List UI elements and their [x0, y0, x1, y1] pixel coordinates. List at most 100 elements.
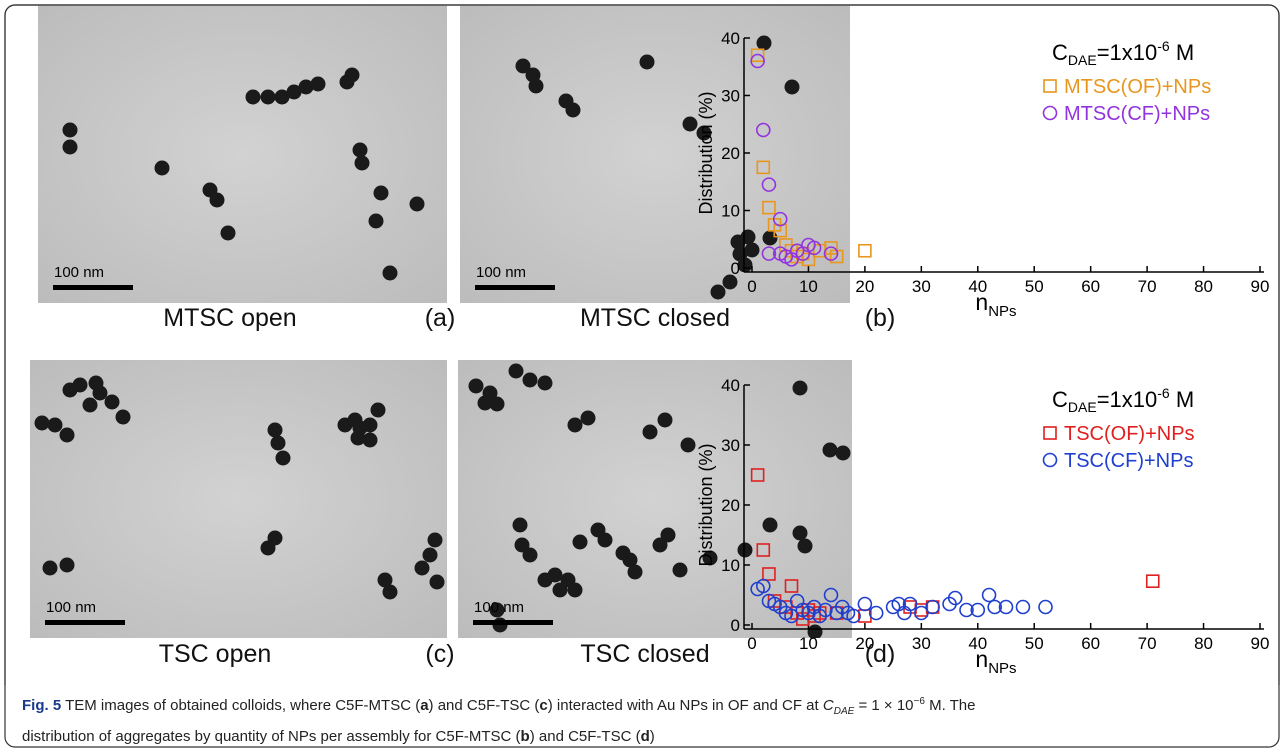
particle — [537, 375, 553, 391]
particle — [267, 530, 283, 546]
legend-label: MTSC(OF)+NPs — [1064, 76, 1211, 98]
x-tick-label: 90 — [1251, 277, 1270, 296]
y-axis-label: Distribution (%) — [696, 91, 716, 214]
caption-part: b — [520, 728, 530, 745]
y-tick-label: 0 — [731, 259, 740, 278]
caption-part: d — [640, 728, 650, 745]
particle — [59, 427, 75, 443]
scale-bar-label: 100 nm — [54, 264, 104, 281]
caption-part: ) interacted with Au NPs in OF and CF at — [547, 697, 823, 714]
marker — [858, 243, 872, 258]
x-label-main: n — [975, 646, 988, 672]
particle — [822, 442, 838, 458]
tem-image — [38, 5, 447, 303]
legend-marker — [1043, 79, 1057, 93]
particle — [522, 547, 538, 563]
panel-letter: (c) — [425, 640, 454, 668]
particle — [275, 450, 291, 466]
particle — [350, 430, 366, 446]
annotation-part: DAE — [1068, 399, 1097, 415]
y-tick-label: 30 — [721, 436, 740, 455]
particle — [672, 562, 688, 578]
particle — [567, 582, 583, 598]
caption-part: c — [539, 697, 548, 714]
y-tick-label: 20 — [721, 496, 740, 515]
particle — [115, 409, 131, 425]
particle — [429, 574, 445, 590]
particle — [762, 517, 778, 533]
scale-bar — [53, 285, 133, 290]
particle — [352, 142, 368, 158]
particle — [639, 54, 655, 70]
x-tick-label: 20 — [855, 634, 874, 653]
caption-part: M. The — [924, 697, 976, 714]
annotation-part: C — [1052, 40, 1068, 65]
particle — [740, 229, 756, 245]
x-axis-label: nNPs — [975, 646, 1016, 677]
particle — [522, 372, 538, 388]
x-tick-label: 70 — [1138, 634, 1157, 653]
particle — [784, 79, 800, 95]
legend-label: TSC(CF)+NPs — [1064, 450, 1193, 472]
particle — [220, 225, 236, 241]
legend-marker — [1042, 452, 1058, 468]
image-label: TSC closed — [580, 640, 709, 668]
particle — [756, 35, 772, 51]
y-tick-label: 40 — [721, 376, 740, 395]
particle — [792, 525, 808, 541]
particle — [762, 230, 778, 246]
x-tick-label: 80 — [1194, 277, 1213, 296]
caption-part: = 1 × 10 — [854, 697, 914, 714]
x-label-sub: NPs — [988, 303, 1016, 320]
particle — [565, 102, 581, 118]
x-tick-label: 30 — [912, 277, 931, 296]
particle — [547, 567, 563, 583]
caption-part: C — [822, 697, 834, 714]
x-tick-label: 30 — [912, 634, 931, 653]
legend-label: MTSC(CF)+NPs — [1064, 103, 1210, 125]
x-tick-label: 50 — [1025, 634, 1044, 653]
y-tick-label: 40 — [721, 29, 740, 48]
particle — [427, 532, 443, 548]
annotation-part: -6 — [1157, 385, 1170, 401]
x-tick-label: 0 — [747, 277, 756, 296]
particle — [792, 380, 808, 396]
caption-part: TEM images of obtained colloids, where C… — [61, 697, 421, 714]
annotation: CDAE=1x10-6 M — [1052, 38, 1194, 68]
caption-part: a — [420, 697, 429, 714]
marker — [857, 596, 873, 612]
particle — [245, 89, 261, 105]
particle — [260, 89, 276, 105]
particle — [373, 185, 389, 201]
caption-part: ) — [649, 728, 655, 745]
particle — [414, 560, 430, 576]
legend-label: TSC(OF)+NPs — [1064, 423, 1195, 445]
particle — [370, 402, 386, 418]
particle — [62, 122, 78, 138]
x-tick-label: 10 — [799, 634, 818, 653]
x-tick-label: 70 — [1138, 277, 1157, 296]
legend-marker — [1043, 426, 1057, 440]
annotation: CDAE=1x10-6 M — [1052, 385, 1194, 415]
particle — [468, 378, 484, 394]
x-tick-label: 60 — [1081, 634, 1100, 653]
marker — [981, 587, 997, 603]
particle — [82, 397, 98, 413]
particle — [154, 160, 170, 176]
annotation-part: -6 — [1157, 38, 1170, 54]
y-axis-label: Distribution (%) — [696, 443, 716, 566]
caption-part: ) and C5F-TSC ( — [428, 697, 540, 714]
particle — [382, 265, 398, 281]
particle — [362, 417, 378, 433]
particle — [642, 424, 658, 440]
x-label-sub: NPs — [988, 660, 1016, 677]
y-tick-label: 30 — [721, 87, 740, 106]
image-label: MTSC open — [163, 304, 296, 332]
particle — [512, 517, 528, 533]
panel-letter: (b) — [865, 304, 896, 332]
particle — [42, 560, 58, 576]
marker — [1015, 599, 1031, 615]
particle — [580, 410, 596, 426]
